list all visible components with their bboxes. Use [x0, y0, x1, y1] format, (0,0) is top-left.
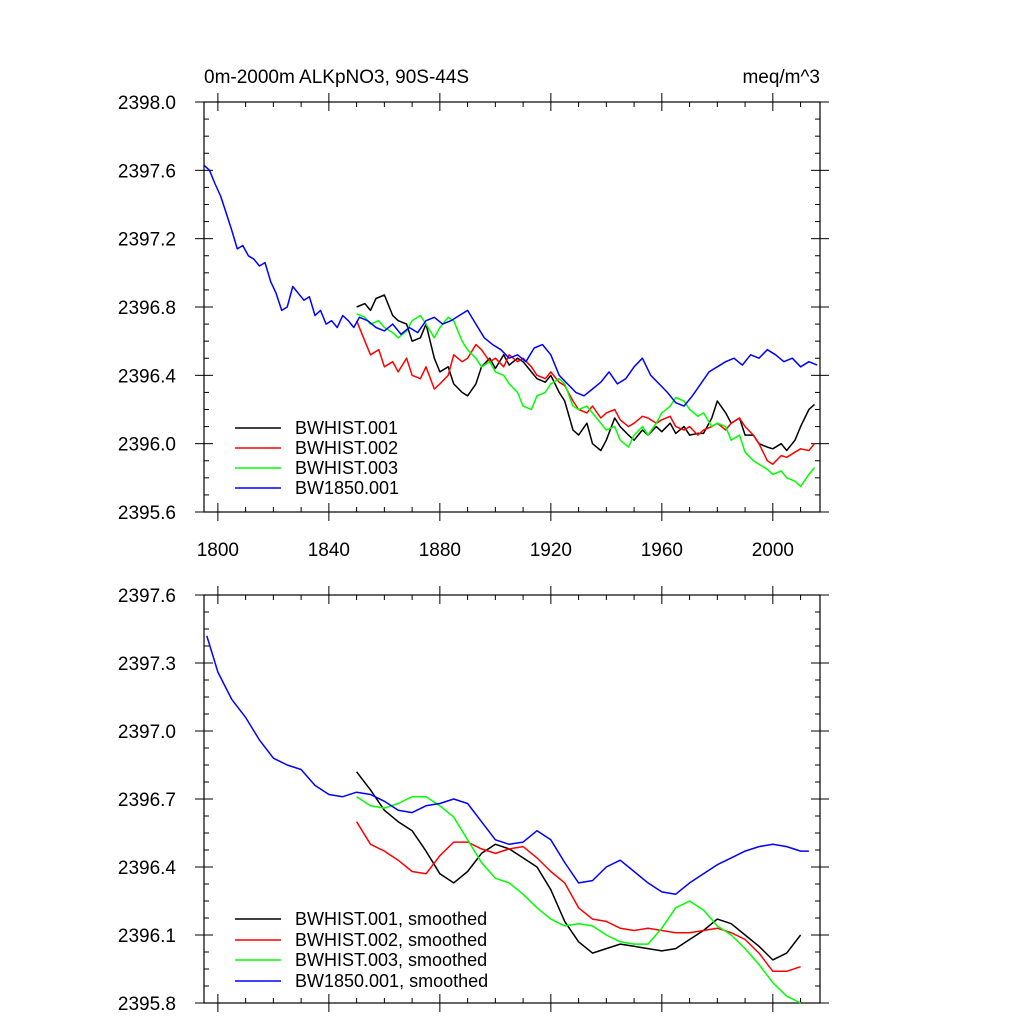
y-tick-label: 2396.1 — [118, 926, 176, 947]
series-line-bwhist-001-smoothed — [356, 771, 802, 961]
legend-entry: BWHIST.001 — [235, 418, 398, 438]
top-y-tick-labels: 2395.6 2396.0 2396.4 2396.8 2397.2 2397.6 2398… — [118, 93, 177, 524]
legend-entry: BW1850.001 — [235, 478, 399, 498]
y-tick-label: 2396.4 — [118, 366, 177, 387]
legend-entry: BW1850.001, smoothed — [235, 971, 488, 991]
top-series-lines — [203, 164, 818, 488]
legend-label: BWHIST.003, smoothed — [295, 950, 487, 970]
x-tick-label: 1920 — [530, 540, 572, 561]
top-panel: 0m-2000m ALKpNO3, 90S-44S meq/m^3 2395.6… — [118, 67, 829, 561]
y-tick-label: 2396.7 — [118, 790, 176, 811]
y-tick-label: 2397.6 — [118, 161, 176, 182]
y-tick-label: 2396.8 — [118, 298, 176, 319]
y-tick-label: 2397.2 — [118, 230, 176, 251]
legend-entry: BWHIST.001, smoothed — [235, 909, 487, 929]
y-tick-label: 2396.0 — [118, 435, 176, 456]
bottom-series-lines — [206, 635, 809, 1004]
series-line-bwhist-003-smoothed — [356, 795, 801, 1004]
bottom-panel: 2395.8 2396.1 2396.4 2396.7 2397.0 2397.3 2397… — [118, 586, 829, 1015]
top-ticks — [195, 93, 829, 521]
x-tick-label: 1880 — [419, 540, 461, 561]
legend-label: BWHIST.001, smoothed — [295, 909, 487, 929]
top-chart-units: meq/m^3 — [742, 67, 820, 88]
legend-label: BW1850.001 — [295, 478, 399, 498]
top-plot-area: 2395.6 2396.0 2396.4 2396.8 2397.2 2397.6 2398… — [118, 93, 829, 561]
x-tick-label: 1840 — [308, 540, 350, 561]
x-tick-label: 2000 — [752, 540, 794, 561]
legend-label: BWHIST.002 — [295, 438, 398, 458]
y-tick-label: 2397.3 — [118, 654, 176, 675]
y-tick-label: 2397.0 — [118, 722, 176, 743]
legend-label: BW1850.001, smoothed — [295, 971, 488, 991]
y-tick-label: 2398.0 — [118, 93, 176, 114]
legend-entry: BWHIST.003, smoothed — [235, 950, 487, 970]
legend-label: BWHIST.003 — [295, 458, 398, 478]
series-line-bw1850-001-smoothed — [206, 635, 809, 895]
y-tick-label: 2395.8 — [118, 994, 176, 1015]
top-legend: BWHIST.001 BWHIST.002 BWHIST.003 BW1850.… — [235, 418, 399, 498]
bottom-legend: BWHIST.001, smoothed BWHIST.002, smoothe… — [235, 909, 488, 991]
legend-label: BWHIST.002, smoothed — [295, 930, 487, 950]
series-line-bwhist-002 — [355, 320, 816, 465]
series-line-bw1850-001 — [203, 164, 818, 407]
legend-entry: BWHIST.003 — [235, 458, 398, 478]
legend-label: BWHIST.001 — [295, 418, 398, 438]
bottom-plot-area: 2395.8 2396.1 2396.4 2396.7 2397.0 2397.3 2397… — [118, 586, 829, 1015]
legend-entry: BWHIST.002, smoothed — [235, 930, 487, 950]
series-line-bwhist-003 — [356, 313, 816, 488]
top-x-tick-labels: 1800 1840 1880 1920 1960 2000 — [197, 540, 794, 561]
x-tick-label: 1960 — [641, 540, 683, 561]
top-chart-title: 0m-2000m ALKpNO3, 90S-44S — [204, 67, 469, 88]
bottom-y-tick-labels: 2395.8 2396.1 2396.4 2396.7 2397.0 2397.3 2397… — [118, 586, 177, 1015]
x-tick-label: 1800 — [197, 540, 239, 561]
y-tick-label: 2395.6 — [118, 503, 176, 524]
y-tick-label: 2396.4 — [118, 858, 177, 879]
legend-entry: BWHIST.002 — [235, 438, 398, 458]
bottom-ticks — [195, 586, 829, 1012]
y-tick-label: 2397.6 — [118, 586, 176, 607]
